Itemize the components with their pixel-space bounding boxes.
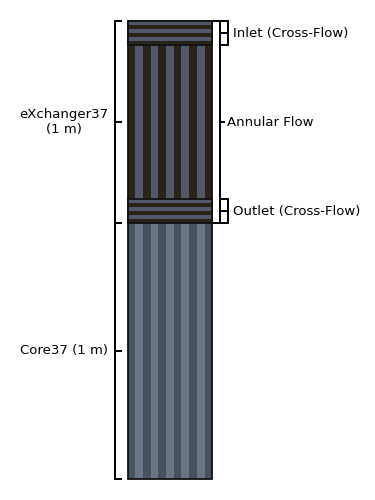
Bar (174, 223, 182, 478)
Text: Inlet (Cross-Flow): Inlet (Cross-Flow) (233, 26, 349, 40)
Bar (128, 211, 212, 215)
Bar (128, 41, 212, 45)
Bar (158, 223, 166, 478)
Bar (204, 223, 212, 478)
Bar (182, 223, 189, 478)
Bar (197, 223, 204, 478)
Bar (135, 223, 143, 478)
Bar (182, 45, 189, 200)
Bar (151, 45, 158, 200)
Bar (135, 45, 143, 200)
Text: Outlet (Cross-Flow): Outlet (Cross-Flow) (233, 204, 361, 218)
Bar (197, 45, 204, 200)
Bar (128, 26, 212, 29)
Bar (143, 45, 151, 200)
Bar (128, 200, 212, 203)
Bar (128, 22, 212, 26)
Bar (128, 223, 212, 478)
Bar (174, 45, 182, 200)
Bar (128, 33, 212, 37)
Text: eXchanger37
(1 m): eXchanger37 (1 m) (19, 108, 108, 136)
Bar (128, 215, 212, 219)
Bar (128, 22, 212, 45)
Bar (143, 223, 151, 478)
Bar (204, 45, 212, 200)
Bar (166, 223, 174, 478)
Text: Core37 (1 m): Core37 (1 m) (20, 344, 108, 358)
Bar (151, 223, 158, 478)
Bar (189, 45, 197, 200)
Bar (128, 223, 135, 478)
Bar (166, 45, 174, 200)
Bar (128, 200, 212, 223)
Bar (128, 22, 212, 223)
Bar (128, 29, 212, 33)
Bar (158, 45, 166, 200)
Bar (128, 37, 212, 41)
Bar (128, 45, 135, 200)
Bar (128, 219, 212, 223)
Bar (189, 223, 197, 478)
Bar (128, 207, 212, 211)
Bar (128, 204, 212, 207)
Text: Annular Flow: Annular Flow (227, 116, 313, 128)
